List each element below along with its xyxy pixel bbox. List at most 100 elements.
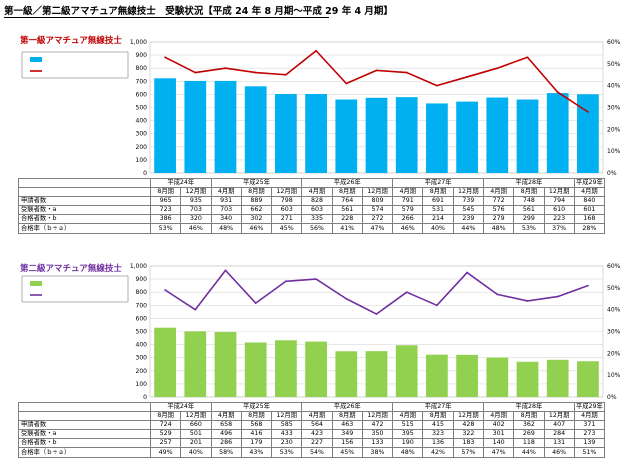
table-cell: 53% [149, 223, 182, 234]
rate-point [526, 300, 529, 302]
table-cell: 748 [513, 196, 545, 207]
rate-point [194, 71, 197, 74]
table-cell: 739 [452, 196, 484, 207]
table-cell: 51% [573, 447, 606, 458]
table-row-label: 合格率（ｂ÷ａ） [18, 223, 151, 234]
table-cell: 48% [482, 223, 515, 234]
table-cell: 46% [392, 223, 424, 234]
table-period-header: 8月期 [513, 187, 545, 198]
bar [154, 327, 176, 397]
table-cell: 496 [210, 429, 242, 440]
table-period-header: 12月期 [180, 411, 212, 422]
rate-point [164, 56, 167, 59]
y-right-tick-label: 50% [607, 285, 621, 292]
table-year-header: 平成25年 [210, 177, 303, 189]
table-period-header: 8月期 [240, 187, 273, 198]
table-year-header: 平成28年 [482, 177, 575, 189]
y-left-tick-label: 0 [143, 170, 147, 176]
rate-point [466, 271, 468, 274]
table-period-header: 12月期 [361, 411, 394, 422]
table-cell: 371 [573, 420, 606, 431]
table-period-header: 8月期 [149, 411, 182, 422]
table-cell: 724 [149, 420, 182, 431]
rate-point [556, 91, 559, 94]
table-row-label: 合格率（ｂ÷ａ） [18, 447, 151, 458]
table-cell: 266 [392, 214, 424, 225]
table-corner-cell [18, 187, 151, 198]
table-cell: 179 [240, 438, 273, 449]
table-period-header: 4月期 [482, 187, 515, 198]
table-cell: 340 [210, 214, 242, 225]
table-year-header: 平成24年 [150, 401, 212, 413]
table-cell: 691 [422, 196, 454, 207]
table-cell: 239 [452, 214, 484, 225]
table-cell: 320 [180, 214, 212, 225]
table-cell: 223 [543, 214, 575, 225]
table-cell: 190 [392, 438, 424, 449]
table-cell: 45% [331, 447, 363, 458]
table-cell: 43% [240, 447, 273, 458]
rate-point [496, 293, 499, 296]
rate-point [375, 313, 378, 315]
y-left-tick-label: 1,000 [130, 39, 147, 46]
bar [456, 354, 478, 397]
table-period-header: 8月期 [331, 411, 363, 422]
table-period-header: 8月期 [422, 411, 454, 422]
table-cell: 56% [301, 223, 333, 234]
legend-box [21, 275, 129, 303]
table-cell: 545 [452, 205, 484, 216]
table-cell: 935 [180, 196, 212, 207]
table-cell: 350 [361, 429, 394, 440]
bar [305, 94, 327, 173]
table-cell: 54% [301, 447, 333, 458]
table-period-header: 12月期 [452, 187, 484, 198]
table-cell: 46% [240, 223, 273, 234]
table-cell: 603 [301, 205, 333, 216]
table-cell: 28% [573, 223, 606, 234]
rate-point [587, 110, 589, 113]
bar [305, 341, 327, 397]
table-cell: 585 [271, 420, 303, 431]
table-year-header: 平成26年 [301, 401, 394, 413]
table-cell: 42% [422, 447, 454, 458]
table-cell: 118 [513, 438, 545, 449]
table-cell: 284 [543, 429, 575, 440]
bar [365, 97, 388, 173]
table-cell: 279 [482, 214, 515, 225]
table-period-header: 12月期 [271, 187, 303, 198]
bar [275, 340, 297, 397]
table-period-header: 8月期 [513, 411, 545, 422]
table-cell: 386 [149, 214, 182, 225]
table-year-header: 平成27年 [392, 177, 484, 189]
table-cell: 395 [392, 429, 424, 440]
rate-point [556, 295, 559, 298]
rate-point [345, 82, 348, 85]
rate-point [224, 67, 227, 70]
y-left-tick-label: 1,000 [130, 263, 147, 270]
rate-point [345, 297, 348, 300]
table-cell: 131 [543, 438, 575, 449]
table-period-header: 8月期 [149, 187, 182, 198]
rate-point [285, 73, 287, 76]
table-cell: 46% [543, 447, 575, 458]
y-right-tick-label: 50% [607, 61, 621, 68]
bar [214, 80, 237, 173]
y-left-tick-label: 400 [136, 118, 148, 125]
y-right-tick-label: 60% [607, 263, 621, 270]
table-cell: 764 [331, 196, 363, 207]
table-period-header: 4月期 [301, 411, 333, 422]
rate-point [405, 71, 408, 74]
rate-point [436, 84, 438, 87]
y-left-tick-label: 0 [143, 394, 147, 400]
y-right-tick-label: 20% [607, 350, 621, 357]
rate-point [405, 291, 408, 294]
table-cell: 257 [149, 438, 182, 449]
table-cell: 49% [149, 447, 182, 458]
table-cell: 828 [301, 196, 333, 207]
table-cell: 416 [240, 429, 273, 440]
bar [275, 94, 297, 173]
table-cell: 140 [482, 438, 515, 449]
table-cell: 335 [301, 214, 333, 225]
table-row-label: 合格者数・b [18, 438, 151, 449]
table-year-header: 平成26年 [301, 177, 394, 189]
